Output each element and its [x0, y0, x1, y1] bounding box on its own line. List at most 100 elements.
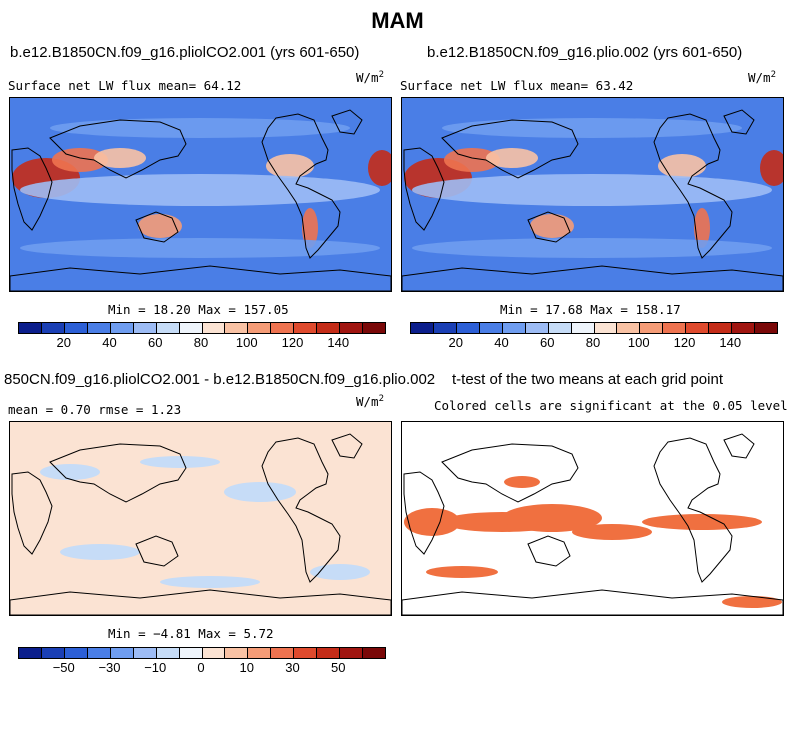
colorbar-tick-label: 40: [494, 335, 509, 350]
colorbar-cell: [340, 323, 364, 333]
panel-3-stat: mean = 0.70 rmse = 1.23: [8, 402, 182, 417]
colorbar-tick-label: 20: [56, 335, 71, 350]
colorbar-tick-label: 20: [448, 335, 463, 350]
panel-2-map: [401, 97, 784, 292]
significant-region: [404, 508, 460, 536]
coastline: [261, 437, 341, 583]
panel-4-stat: Colored cells are significant at the 0.0…: [434, 398, 788, 413]
colorbar-cell: [248, 648, 272, 658]
panel-4-field: [402, 433, 783, 615]
coastline: [723, 109, 755, 135]
colorbar-cell: [294, 648, 318, 658]
colorbar-cell: [41, 648, 65, 658]
coastline: [403, 147, 445, 231]
field-contour: [658, 154, 706, 178]
panel-2-stat: Surface net LW flux mean= 63.42: [400, 78, 634, 93]
panel-1-stat: Surface net LW flux mean= 64.12: [8, 78, 242, 93]
colorbar-cell: [294, 323, 318, 333]
field-contour: [224, 482, 296, 502]
coastline: [441, 119, 579, 179]
panel-3-field: [10, 433, 391, 615]
colorbar-tick-label: 10: [239, 660, 254, 675]
coastline: [527, 211, 571, 243]
colorbar-tick-label: 100: [627, 335, 650, 350]
coastline: [402, 589, 783, 615]
significant-region: [502, 504, 602, 532]
panel-3-title: 850CN.f09_g16.pliolCO2.001 - b.e12.B1850…: [4, 371, 436, 388]
panel-2-colorbar: [410, 322, 778, 334]
panel-4-map: [401, 421, 784, 616]
colorbar-tick-label: 60: [540, 335, 555, 350]
colorbar-tick-label: 120: [281, 335, 304, 350]
colorbar-tick-label: −30: [98, 660, 121, 675]
coastline: [331, 109, 363, 135]
colorbar-tick-label: −10: [144, 660, 167, 675]
colorbar-cell: [225, 648, 249, 658]
field-contour: [368, 150, 391, 186]
colorbar-tick-label: 100: [235, 335, 258, 350]
colorbar-cell: [156, 323, 180, 333]
colorbar-cell: [709, 323, 733, 333]
colorbar-cell: [133, 648, 157, 658]
coastline: [402, 265, 783, 291]
panel-1-colorbar: [18, 322, 386, 334]
colorbar-tick-label: 40: [102, 335, 117, 350]
colorbar-cell: [732, 323, 756, 333]
colorbar-cell: [525, 323, 549, 333]
colorbar-cell: [225, 323, 249, 333]
colorbar-cell: [663, 323, 687, 333]
colorbar-cell: [156, 648, 180, 658]
panel-1-field: [10, 98, 391, 291]
field-contour: [694, 208, 710, 248]
panel-3-units: W/m2: [356, 394, 384, 410]
field-contour: [412, 238, 772, 258]
field-contour: [94, 148, 146, 168]
coastline: [441, 443, 579, 503]
field-contour: [20, 174, 380, 206]
coastline: [135, 211, 179, 243]
colorbar-tick-label: 140: [719, 335, 742, 350]
field-contour: [160, 576, 260, 588]
colorbar-tick-label: −50: [52, 660, 75, 675]
coastline: [653, 437, 733, 583]
coastline: [49, 119, 187, 179]
colorbar-cell: [271, 648, 295, 658]
panel-3-colorbar: [18, 647, 386, 659]
colorbar-cell: [363, 648, 385, 658]
colorbar-tick-label: 30: [285, 660, 300, 675]
field-contour: [486, 148, 538, 168]
colorbar-cell: [19, 323, 42, 333]
coastline: [261, 113, 341, 259]
colorbar-cell: [686, 323, 710, 333]
field-contour: [40, 464, 100, 480]
colorbar-cell: [179, 323, 203, 333]
colorbar-tick-label: 120: [673, 335, 696, 350]
colorbar-cell: [548, 323, 572, 333]
colorbar-cell: [248, 323, 272, 333]
figure-title: MAM: [371, 8, 424, 33]
panel-3-minmax: Min = −4.81 Max = 5.72: [108, 626, 274, 641]
coastline: [11, 471, 53, 555]
colorbar-cell: [41, 323, 65, 333]
panel-1-minmax: Min = 18.20 Max = 157.05: [108, 302, 289, 317]
significant-region: [572, 524, 652, 540]
colorbar-cell: [411, 323, 434, 333]
field-contour: [302, 208, 318, 248]
panel-2-field: [402, 98, 783, 291]
coastline: [653, 113, 733, 259]
coastline: [10, 589, 391, 615]
colorbar-cell: [640, 323, 664, 333]
coastline: [11, 147, 53, 231]
field-contour: [140, 456, 220, 468]
colorbar-cell: [456, 323, 480, 333]
colorbar-cell: [340, 648, 364, 658]
colorbar-cell: [202, 648, 226, 658]
field-contour: [138, 214, 182, 238]
panel-1-map: [9, 97, 392, 292]
coastline: [49, 443, 187, 503]
colorbar-tick-label: 80: [585, 335, 601, 350]
panel-2-units: W/m2: [748, 70, 776, 86]
coastline: [135, 535, 179, 567]
colorbar-cell: [87, 648, 111, 658]
colorbar-cell: [755, 323, 777, 333]
